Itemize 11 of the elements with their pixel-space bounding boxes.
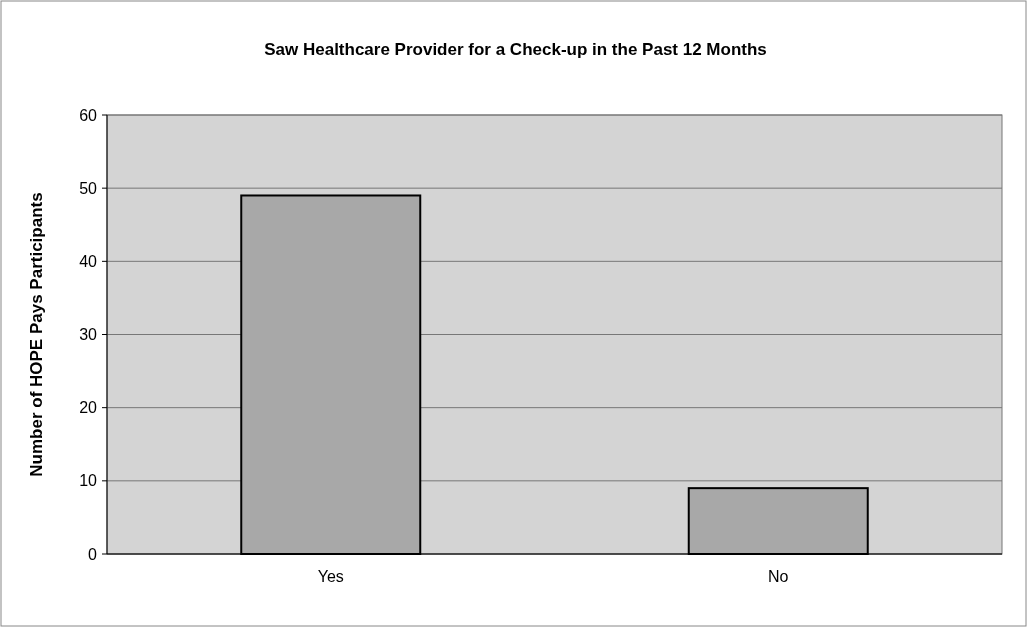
y-tick-label: 0 — [88, 545, 98, 563]
y-tick-label: 30 — [79, 326, 98, 344]
y-tick-label: 40 — [79, 252, 98, 270]
chart-title: Saw Healthcare Provider for a Check-up in the Past 12 Months — [264, 40, 767, 59]
x-tick-label: No — [768, 568, 789, 585]
y-tick-label: 20 — [79, 399, 98, 417]
y-tick-label: 50 — [79, 179, 98, 197]
y-tick-label: 10 — [79, 472, 98, 490]
y-axis-title: Number of HOPE Pays Participants — [27, 192, 46, 477]
y-tick-label: 60 — [79, 106, 98, 124]
x-tick-label: Yes — [317, 568, 344, 585]
